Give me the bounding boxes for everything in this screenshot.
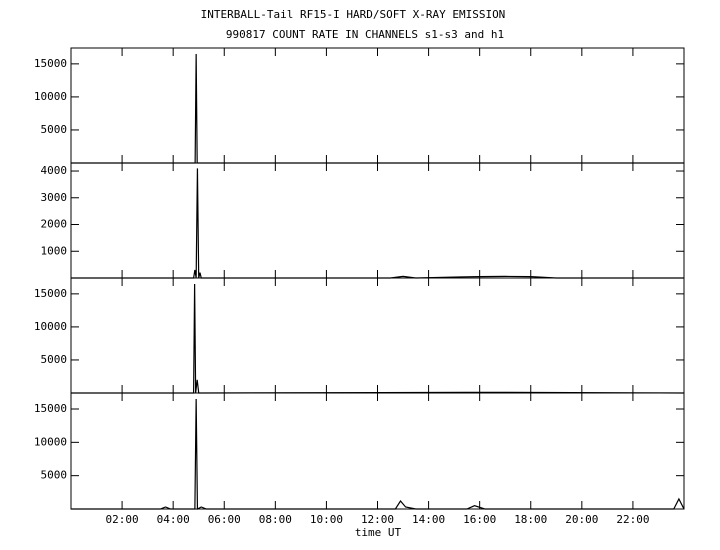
y-tick-label: 10000 [34,320,67,333]
x-tick-label: 18:00 [514,513,547,526]
y-tick-label: 5000 [41,123,68,136]
panel-frame [70,47,685,164]
y-tick-label: 2000 [41,218,68,231]
y-tick-label: 15000 [34,287,67,300]
panel-frame [70,162,685,279]
data-line [71,53,684,164]
panel-frame [70,392,685,510]
data-line [71,398,685,510]
data-line [71,283,685,394]
y-tick-label: 5000 [41,469,68,482]
x-tick-label: 06:00 [208,513,241,526]
x-tick-label: 10:00 [310,513,343,526]
x-tick-label: 04:00 [157,513,190,526]
x-tick-label: 20:00 [565,513,598,526]
x-tick-label: 16:00 [463,513,496,526]
x-tick-label: 12:00 [361,513,394,526]
y-tick-label: 10000 [34,90,67,103]
y-tick-label: 10000 [34,435,67,448]
x-tick-label: 14:00 [412,513,445,526]
x-tick-label: 22:00 [616,513,649,526]
x-tick-label: 02:00 [106,513,139,526]
data-line [71,168,684,279]
chart-subtitle: 990817 COUNT RATE IN CHANNELS s1-s3 and … [226,28,504,41]
x-axis-label: time UT [355,526,402,539]
y-tick-label: 5000 [41,353,68,366]
y-tick-label: 3000 [41,191,68,204]
y-tick-label: 1000 [41,244,68,257]
panel-frame [70,277,685,394]
chart-title: INTERBALL-Tail RF15-I HARD/SOFT X-RAY EM… [201,8,506,21]
x-tick-label: 08:00 [259,513,292,526]
y-tick-label: 4000 [41,164,68,177]
y-tick-label: 15000 [34,402,67,415]
y-tick-label: 15000 [34,57,67,70]
